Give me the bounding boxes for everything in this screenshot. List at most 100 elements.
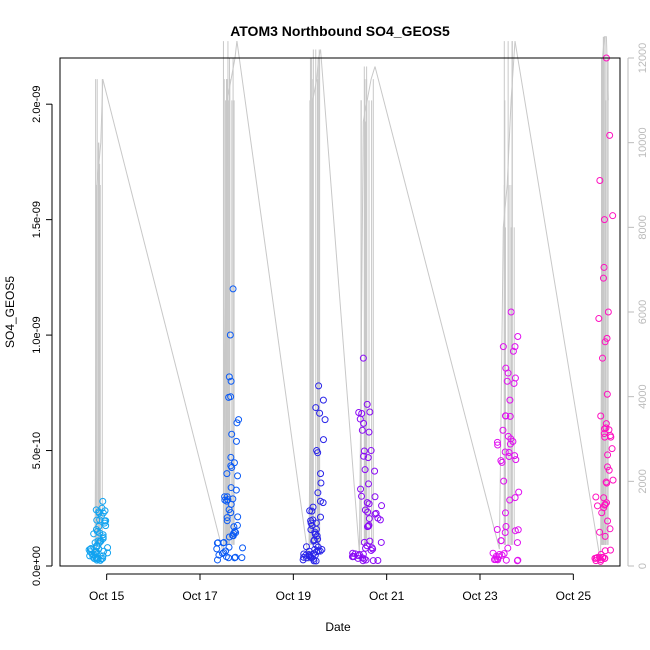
data-point <box>604 308 612 316</box>
data-point <box>600 216 608 224</box>
data-point-cluster <box>310 557 318 565</box>
data-point-cluster <box>96 529 104 537</box>
data-point-cluster <box>606 546 614 554</box>
y-tick-label: 1.5e-09 <box>31 201 43 238</box>
x-tick-label: Oct 21 <box>369 589 405 603</box>
data-point-cluster <box>497 537 505 545</box>
data-point-cluster <box>223 517 231 525</box>
data-point-cluster <box>225 373 233 381</box>
data-point-cluster <box>498 458 506 466</box>
data-point-cluster <box>319 499 327 507</box>
data-point-cluster <box>596 528 604 536</box>
data-point-cluster <box>99 533 107 541</box>
data-point-cluster <box>514 526 522 534</box>
data-point-cluster <box>91 539 99 547</box>
data-point-cluster <box>494 441 502 449</box>
plot-frame <box>59 57 621 567</box>
data-point-cluster <box>492 552 500 560</box>
data-point-cluster <box>100 547 108 555</box>
data-point-cluster <box>95 509 103 517</box>
data-point-cluster <box>302 543 310 551</box>
altitude-connector <box>236 40 310 562</box>
data-point-cluster <box>604 451 612 459</box>
data-point-cluster <box>93 516 101 524</box>
data-point-cluster <box>602 424 610 432</box>
data-point-cluster <box>497 457 505 465</box>
data-point-cluster <box>99 509 107 517</box>
data-point-cluster <box>312 530 320 538</box>
x-axis-label: Date <box>325 620 351 634</box>
data-point-cluster <box>601 338 609 346</box>
data-point-cluster <box>358 426 366 434</box>
data-point-cluster <box>377 538 385 546</box>
data-point-cluster <box>509 347 517 355</box>
data-point-cluster <box>360 452 368 460</box>
data-point-cluster <box>603 390 611 398</box>
data-point-cluster <box>234 472 242 480</box>
data-point-cluster <box>228 430 236 438</box>
data-point-cluster <box>369 545 377 553</box>
y-axis-label: SO4_GEOS5 <box>3 276 17 348</box>
data-point-cluster <box>491 556 499 564</box>
data-point <box>371 493 379 501</box>
altitude-line <box>358 66 376 554</box>
x-tick-label: Oct 19 <box>276 589 312 603</box>
data-point <box>99 497 107 505</box>
data-point-cluster <box>238 554 246 562</box>
data-point-cluster <box>364 508 372 516</box>
data-point-cluster <box>513 557 521 565</box>
data-point <box>359 354 367 362</box>
data-point-cluster <box>378 502 386 510</box>
data-point-cluster <box>599 274 607 282</box>
data-point-cluster <box>510 379 518 387</box>
data-point-cluster <box>598 509 606 517</box>
data-point <box>317 470 325 478</box>
y2-tick-label: 0 <box>637 563 649 569</box>
data-point-cluster <box>603 499 611 507</box>
data-point-cluster <box>314 543 322 551</box>
y-tick-label: 0.0e+00 <box>31 546 43 586</box>
altitude-connector <box>514 40 602 562</box>
data-point-cluster <box>360 447 368 455</box>
data-point-cluster <box>512 456 520 464</box>
data-point-cluster <box>101 507 109 515</box>
altitude-connector <box>102 79 224 554</box>
y-tick-label: 5.0e-10 <box>31 432 43 469</box>
data-point-cluster <box>506 496 514 504</box>
data-point-cluster <box>602 420 610 428</box>
data-point-cluster <box>223 514 231 522</box>
data-point-cluster <box>360 555 368 563</box>
data-point-cluster <box>102 517 110 525</box>
data-point-cluster <box>358 492 366 500</box>
data-point-cluster <box>318 545 326 553</box>
x-tick-label: Oct 23 <box>462 589 498 603</box>
data-point-cluster <box>87 545 95 553</box>
data-point-cluster <box>600 263 608 271</box>
data-point-cluster <box>593 502 601 510</box>
data-point-cluster <box>506 440 514 448</box>
data-point-cluster <box>371 467 379 475</box>
data-point-cluster <box>506 412 514 420</box>
data-point-cluster <box>499 426 507 434</box>
data-point-cluster <box>214 539 222 547</box>
data-point-cluster <box>229 495 237 503</box>
data-point-cluster <box>225 543 233 551</box>
data-point-cluster <box>603 463 611 471</box>
data-point-cluster <box>311 545 319 553</box>
data-point-cluster <box>225 393 233 401</box>
data-point-cluster <box>213 556 221 564</box>
data-point-cluster <box>319 436 327 444</box>
data-point-cluster <box>369 557 377 565</box>
y-tick-label: 2.0e-09 <box>31 86 43 123</box>
data-point-cluster <box>233 521 241 529</box>
y-tick-label: 1.0e-09 <box>31 316 43 353</box>
data-point-cluster <box>366 408 374 416</box>
data-point-cluster <box>507 435 515 443</box>
altitude-connector <box>320 49 360 554</box>
data-point <box>229 285 237 293</box>
data-point-cluster <box>364 480 372 488</box>
data-point-cluster <box>227 509 235 517</box>
data-point-cluster <box>606 525 614 533</box>
data-point-cluster <box>223 470 231 478</box>
data-point <box>367 447 375 455</box>
